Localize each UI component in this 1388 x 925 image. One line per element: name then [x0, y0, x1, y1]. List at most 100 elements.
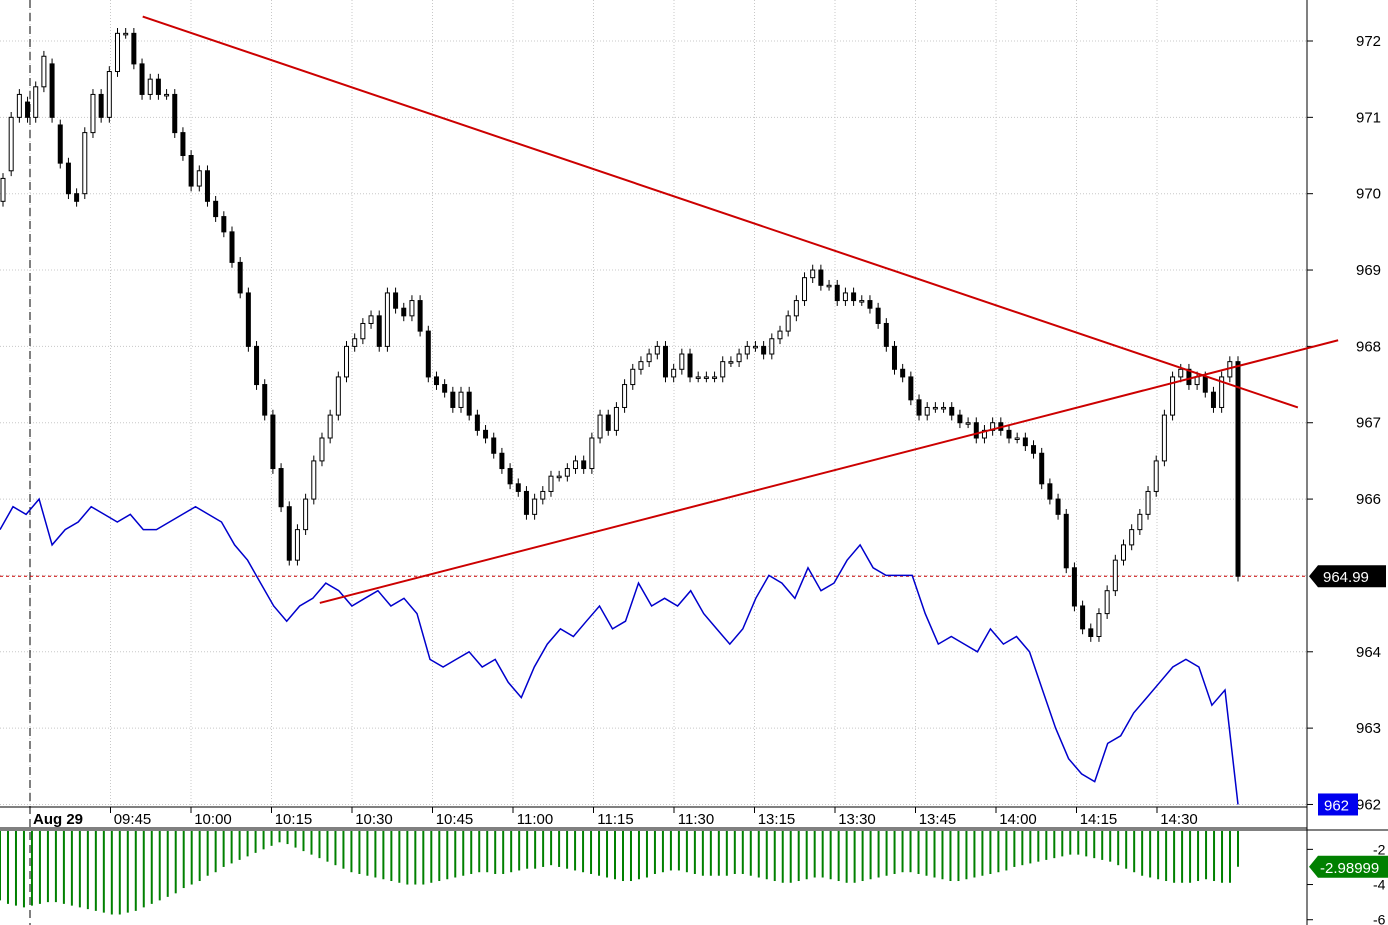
x-tick-label: 11:30	[678, 811, 714, 828]
candle-bearish	[442, 384, 448, 393]
candle-bearish	[1186, 368, 1192, 386]
candle-bullish	[941, 406, 947, 410]
line-series-path	[0, 497, 1239, 805]
candle-bullish	[532, 498, 538, 515]
candle-bearish	[376, 315, 382, 347]
x-tick-label: Aug 29	[33, 811, 83, 828]
candle-bullish	[671, 368, 677, 378]
candle-bearish	[1031, 445, 1037, 454]
y-tick-label: 969	[1356, 262, 1381, 279]
candle-bearish	[474, 414, 480, 431]
x-tick-label: 10:45	[436, 811, 474, 828]
candle-bearish	[433, 376, 439, 386]
candle-bullish	[556, 475, 562, 479]
line-series	[0, 497, 1239, 805]
candle-bullish	[409, 300, 415, 317]
candle-bullish	[613, 406, 619, 431]
candle-bearish	[818, 269, 824, 286]
candle-bullish	[335, 376, 341, 416]
indicator-panel: -2 -4 -6	[0, 831, 1386, 925]
candle-bearish	[204, 170, 210, 202]
candle-bullish	[728, 361, 734, 364]
candle-bullish	[654, 345, 660, 355]
candle-bearish	[687, 353, 693, 378]
x-tick-label: 13:15	[758, 811, 796, 828]
candle-bearish	[973, 422, 979, 439]
trendline-resistance	[142, 15, 1299, 409]
candle-bullish	[311, 460, 317, 500]
candle-bearish	[916, 399, 922, 416]
candle-bullish	[826, 284, 832, 288]
candle-bullish	[842, 292, 848, 302]
candle-bearish	[131, 32, 137, 65]
x-axis: Aug 29 09:45 10:00 10:15 10:30 10:45 11:00 11:1…	[29, 807, 1198, 828]
candle-bearish	[851, 292, 857, 302]
candle-bearish	[286, 506, 292, 561]
candle-bearish	[401, 307, 407, 317]
candle-bearish	[221, 216, 227, 233]
candle-bullish	[344, 345, 350, 378]
candle-bullish	[82, 132, 88, 195]
candle-bullish	[33, 86, 39, 118]
candle-bullish	[90, 93, 96, 134]
indicator-y-tick-label: -6	[1373, 912, 1386, 925]
candle-bullish	[1120, 544, 1126, 561]
candle-bullish	[303, 498, 309, 531]
candle-bullish	[1194, 376, 1200, 386]
candle-bullish	[1129, 529, 1135, 546]
candle-bearish	[74, 193, 80, 202]
candle-bearish	[483, 429, 489, 439]
candle-bullish	[41, 55, 47, 88]
x-tick-label: 14:15	[1080, 811, 1118, 828]
candle-bullish	[123, 32, 129, 36]
x-tick-label: 13:30	[838, 811, 876, 828]
x-tick-label: 14:00	[999, 811, 1037, 828]
candle-bearish	[188, 155, 194, 187]
y-tick-label: 963	[1356, 720, 1381, 737]
candle-bullish	[679, 353, 685, 370]
candle-bullish	[965, 422, 971, 425]
candle-bullish	[981, 429, 987, 439]
candle-bullish	[8, 116, 14, 172]
candle-bullish	[1170, 376, 1176, 416]
candle-bullish	[744, 345, 750, 355]
candle-bullish	[1145, 490, 1151, 515]
candle-bullish	[597, 414, 603, 439]
secondary-badge: 962	[1318, 793, 1358, 816]
x-tick-label: 11:00	[517, 811, 553, 828]
candle-bearish	[1063, 513, 1069, 569]
candle-bearish	[180, 132, 186, 157]
candle-bearish	[1088, 628, 1094, 638]
candle-bullish	[752, 345, 758, 349]
y-tick-label: 972	[1356, 33, 1381, 50]
candle-bearish	[417, 300, 423, 332]
candle-bearish	[491, 437, 497, 454]
candle-bearish	[867, 300, 873, 309]
candle-bearish	[1006, 429, 1012, 439]
candle-bullish	[769, 338, 775, 355]
candle-bullish	[589, 437, 595, 470]
price-badges: 964.99 962 -2.98999	[1309, 565, 1388, 878]
indicator-y-tick-label: -2	[1373, 841, 1386, 857]
x-tick-label: 10:00	[194, 811, 232, 828]
candle-bullish	[458, 391, 464, 408]
candle-bearish	[957, 414, 963, 424]
candle-bearish	[1080, 605, 1086, 630]
candle-bearish	[254, 345, 260, 386]
candle-bearish	[65, 162, 71, 195]
trendlines	[142, 15, 1339, 604]
candle-bullish	[573, 460, 579, 470]
candle-bearish	[213, 200, 219, 218]
candle-bullish	[294, 529, 300, 561]
candle-bearish	[1047, 483, 1053, 500]
candle-bearish	[237, 261, 243, 294]
candle-bearish	[25, 101, 31, 118]
x-tick-label: 10:30	[355, 811, 393, 828]
candle-bullish	[1219, 376, 1225, 408]
candle-bullish	[777, 330, 783, 340]
candle-bullish	[196, 170, 202, 187]
candle-bearish	[605, 414, 611, 431]
y-tick-label: 962	[1356, 796, 1381, 813]
